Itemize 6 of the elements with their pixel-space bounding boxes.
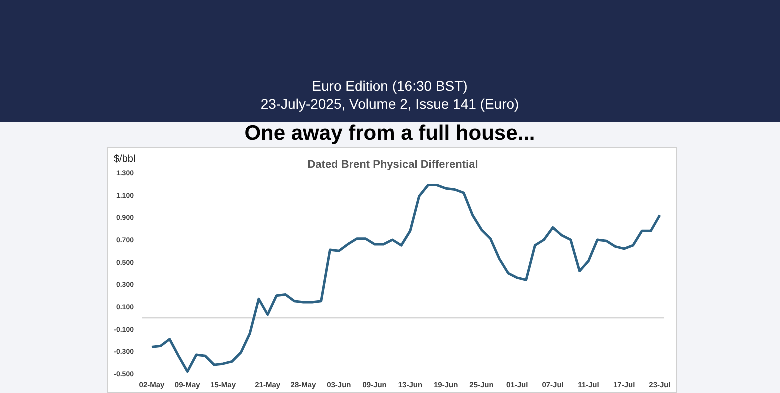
text: Euro Edition (16:30 BST) xyxy=(311,78,469,94)
text: 23-July-2025, Volume 2, Issue 141 (Euro) xyxy=(260,96,520,112)
chart-title: One away from a full house... xyxy=(244,122,536,146)
chart-subtitle: Dated Brent Physical Differential xyxy=(308,159,478,171)
line-series xyxy=(150,184,662,374)
y-axis-title: $/bbl xyxy=(114,154,136,165)
